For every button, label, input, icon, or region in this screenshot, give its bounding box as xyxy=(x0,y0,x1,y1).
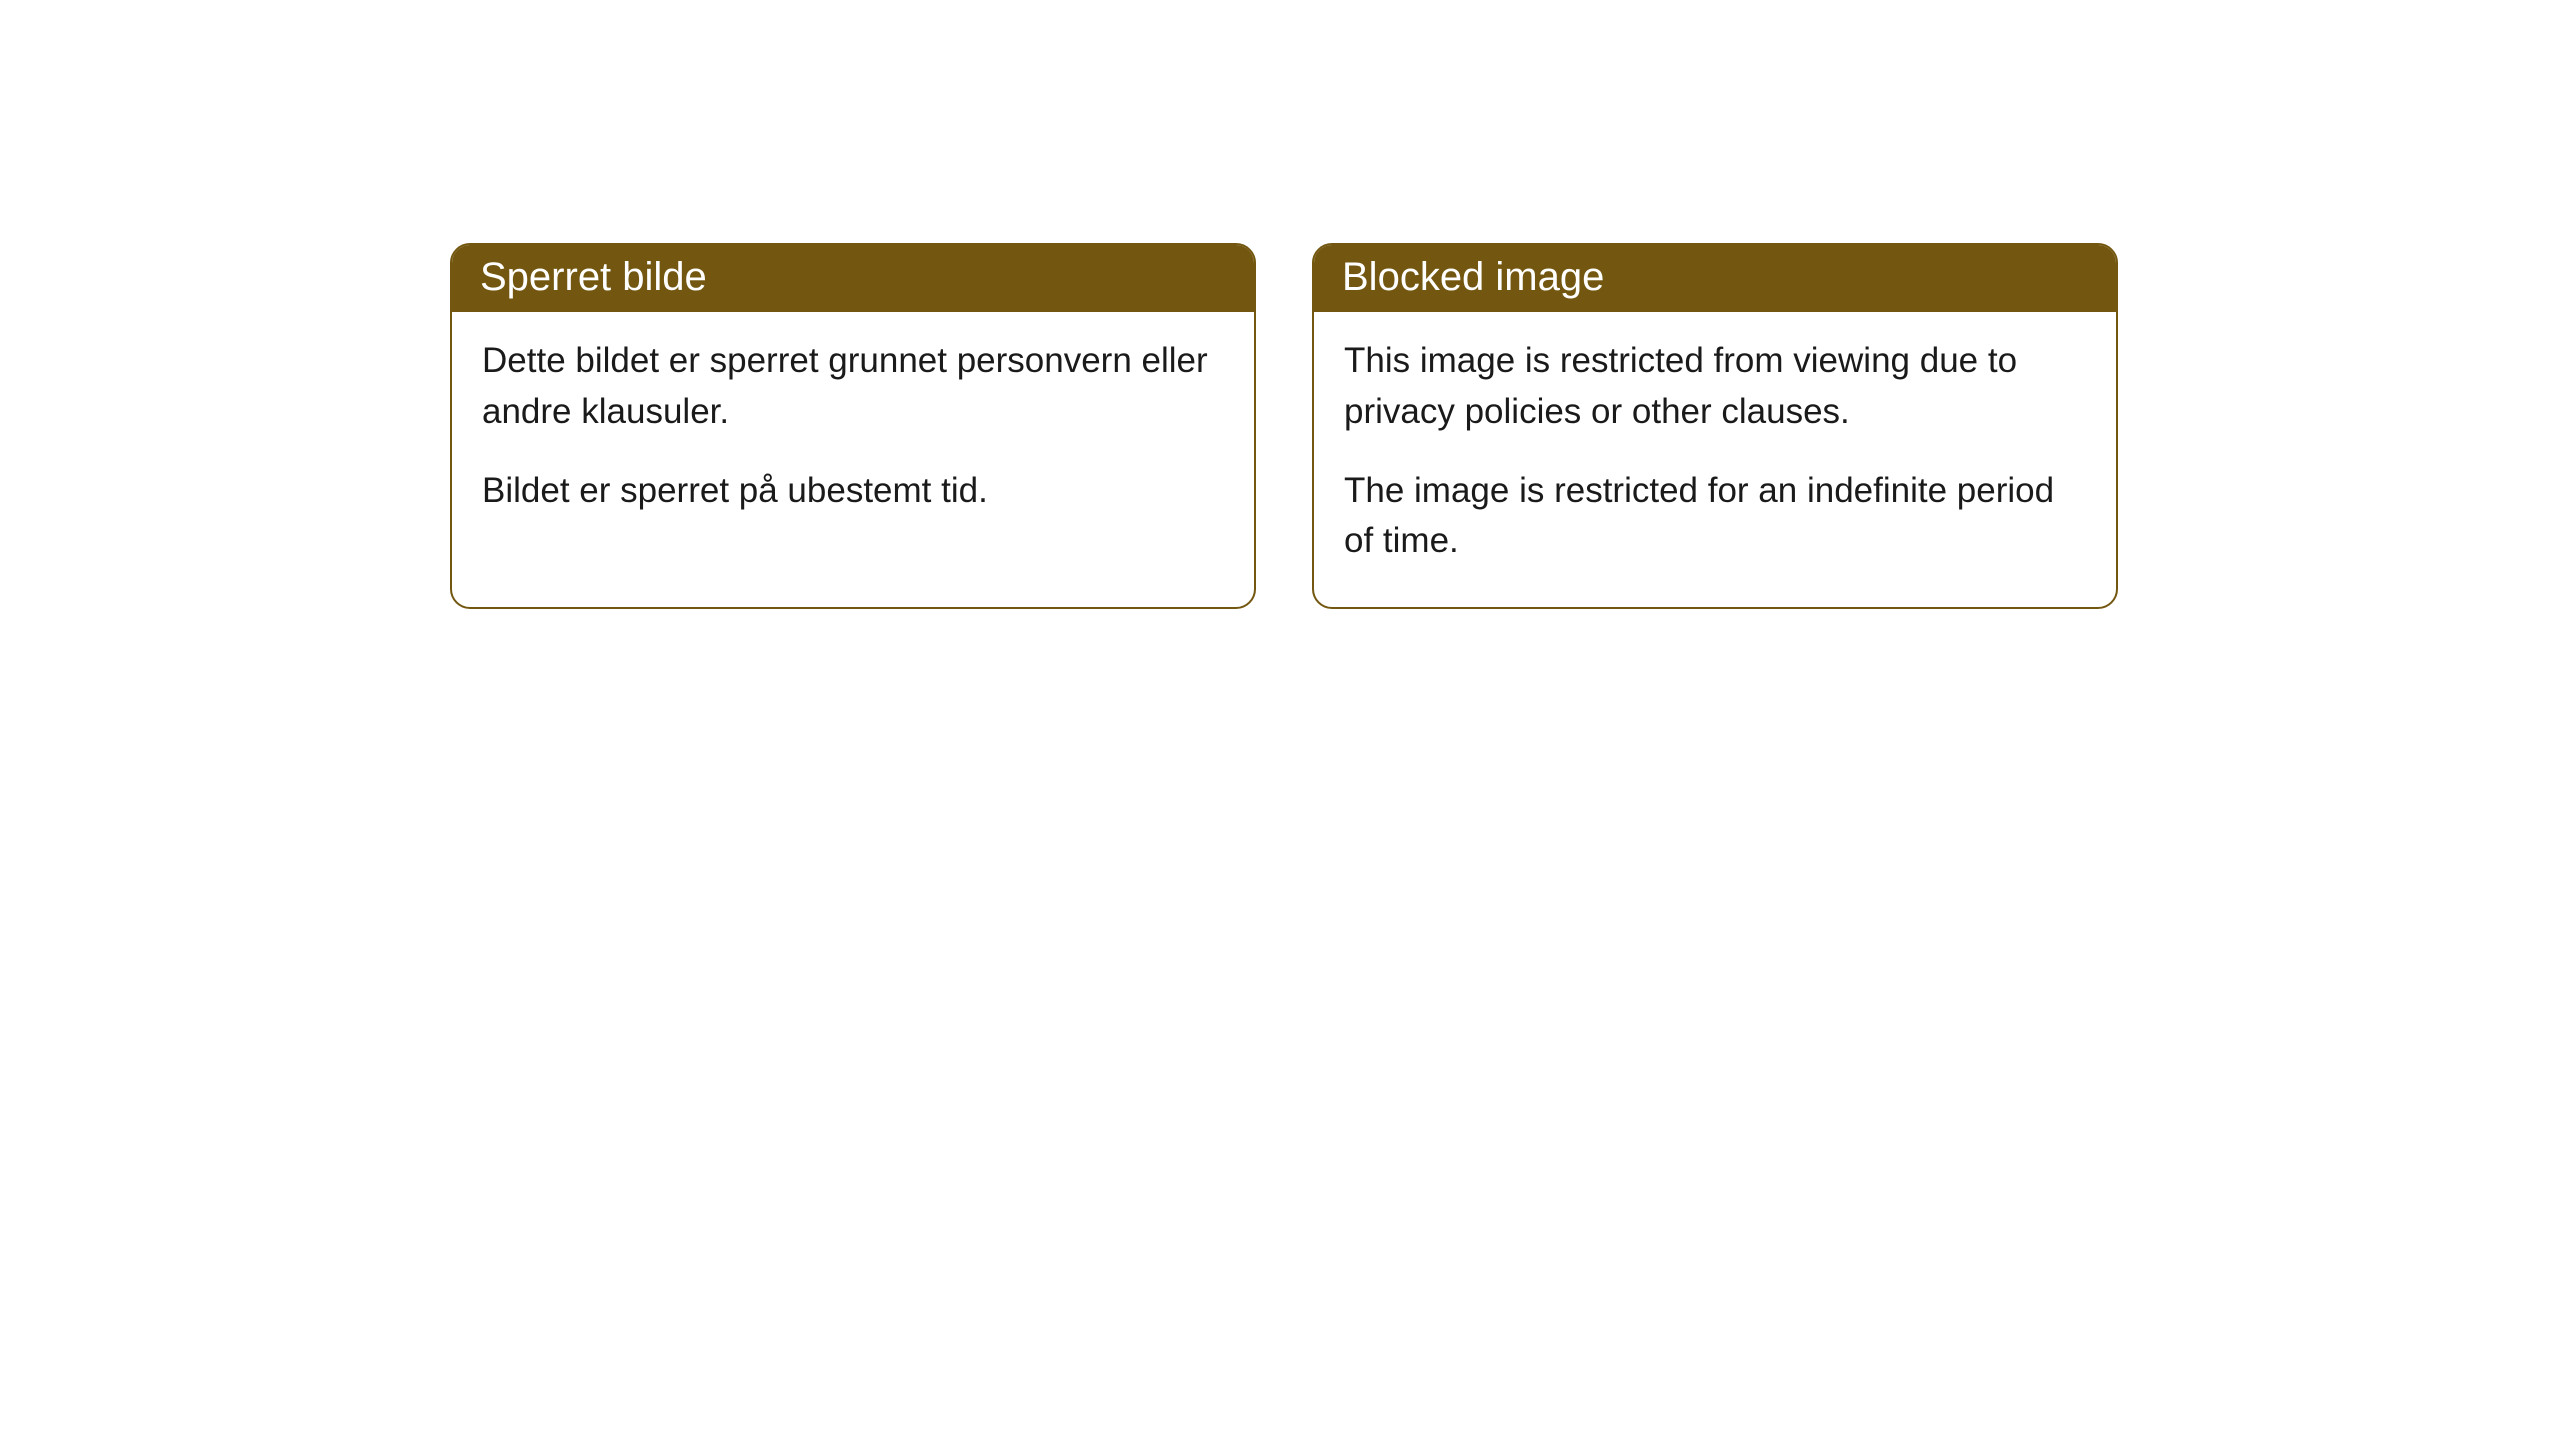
blocked-image-card-norwegian: Sperret bilde Dette bildet er sperret gr… xyxy=(450,243,1256,609)
notice-paragraph: Dette bildet er sperret grunnet personve… xyxy=(482,336,1224,438)
card-header: Sperret bilde xyxy=(452,245,1254,312)
notice-paragraph: The image is restricted for an indefinit… xyxy=(1344,466,2086,568)
card-body: Dette bildet er sperret grunnet personve… xyxy=(452,312,1254,556)
card-header: Blocked image xyxy=(1314,245,2116,312)
blocked-image-card-english: Blocked image This image is restricted f… xyxy=(1312,243,2118,609)
notice-paragraph: This image is restricted from viewing du… xyxy=(1344,336,2086,438)
notice-cards-container: Sperret bilde Dette bildet er sperret gr… xyxy=(450,243,2118,609)
notice-paragraph: Bildet er sperret på ubestemt tid. xyxy=(482,466,1224,517)
card-body: This image is restricted from viewing du… xyxy=(1314,312,2116,607)
